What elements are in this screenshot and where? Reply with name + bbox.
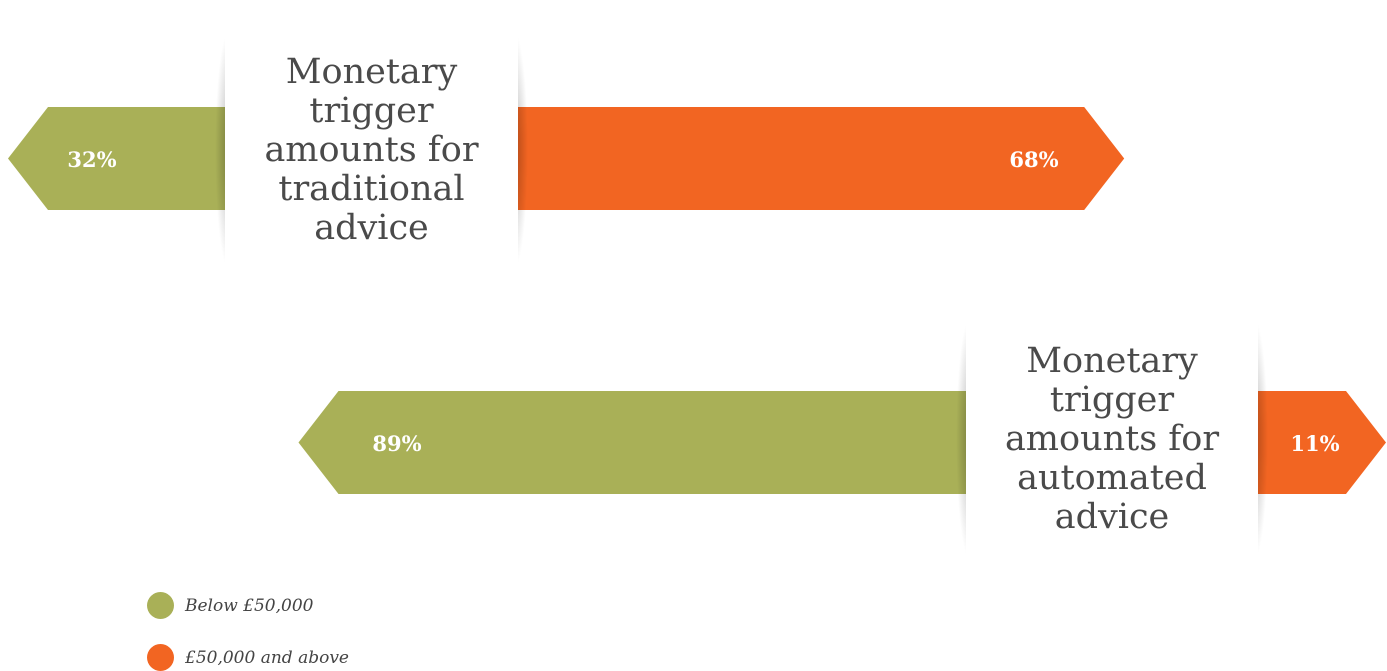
- legend-swatch-50k-and-above: [147, 644, 174, 671]
- legend-item-below-50k: Below £50,000: [147, 592, 313, 619]
- bar-automated-below-50k: [298, 391, 980, 494]
- bar-automated-50k-and-above: [1245, 391, 1386, 494]
- title-line: advice: [314, 207, 429, 248]
- data-label-automated-50k-and-above: 11%: [1290, 431, 1339, 456]
- title-line: automated: [1017, 457, 1207, 498]
- title-line: amounts for: [1004, 418, 1220, 459]
- legend-swatch-below-50k: [147, 592, 174, 619]
- bar-traditional-50k-and-above: [505, 107, 1125, 210]
- data-label-traditional-50k-and-above: 68%: [1009, 147, 1058, 172]
- title-line: Monetary: [1026, 340, 1198, 381]
- bar-traditional-below-50k: [8, 107, 240, 210]
- title-line: advice: [1054, 496, 1170, 537]
- legend-label: Below £50,000: [185, 595, 314, 616]
- title-line: trigger: [1049, 379, 1175, 420]
- chart-title-traditional: Monetary trigger amounts for traditional…: [215, 14, 528, 286]
- data-label-traditional-below-50k: 32%: [67, 147, 116, 172]
- title-line: traditional: [278, 168, 465, 209]
- title-line: trigger: [309, 90, 434, 131]
- data-label-automated-below-50k: 89%: [372, 431, 421, 456]
- legend-label: £50,000 and above: [185, 647, 349, 668]
- title-line: amounts for: [264, 129, 479, 170]
- title-line: Monetary: [285, 51, 458, 92]
- chart-title-automated: Monetary trigger amounts for automated a…: [956, 300, 1268, 578]
- legend-item-50k-and-above: £50,000 and above: [147, 644, 349, 671]
